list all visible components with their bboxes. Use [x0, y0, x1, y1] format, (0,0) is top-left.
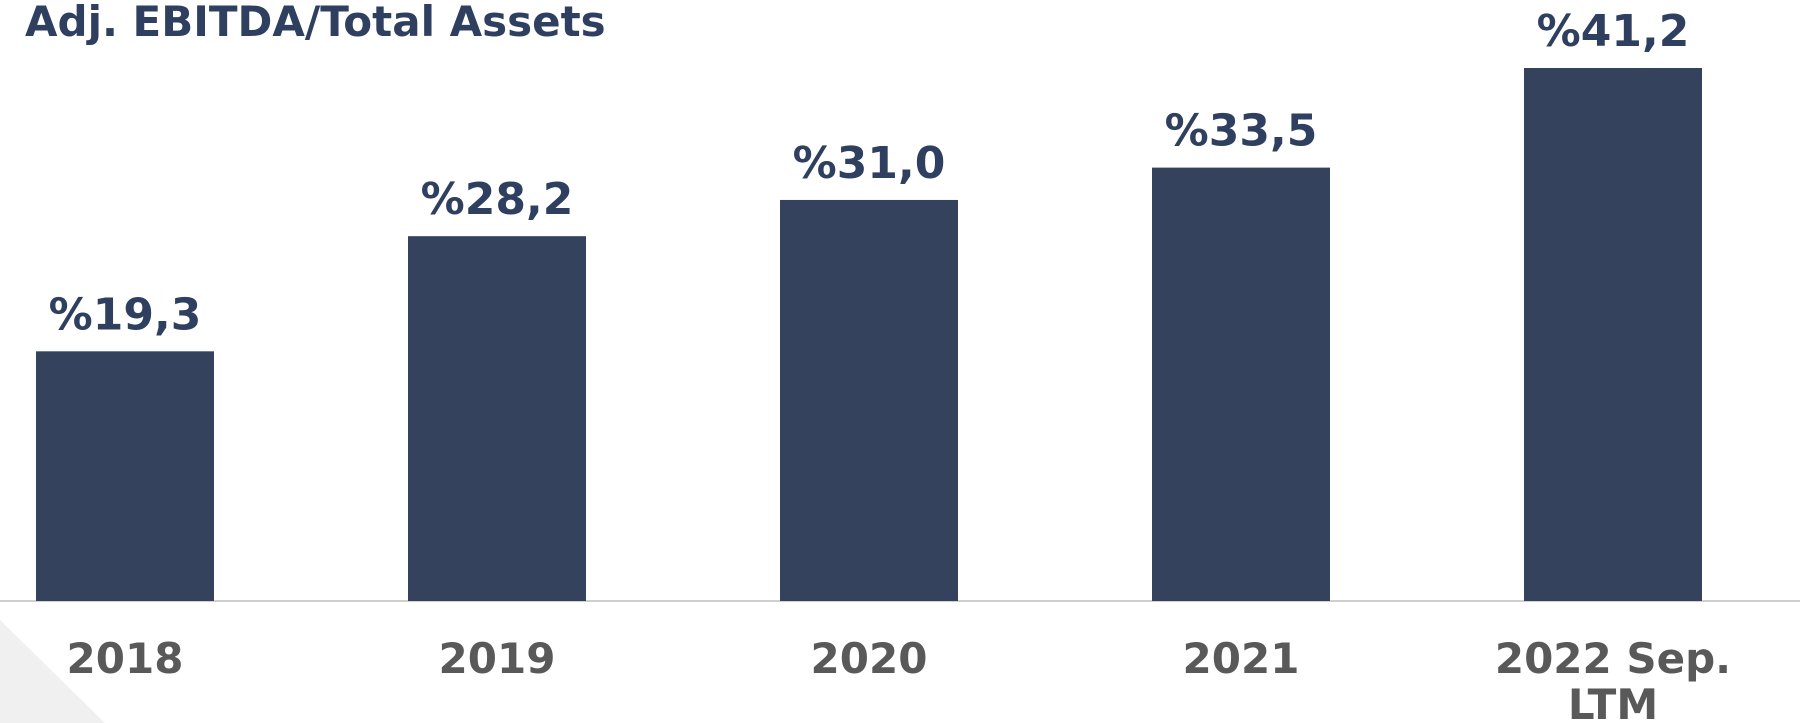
x-tick-label: 2020 — [811, 634, 928, 683]
x-tick-label: 2022 Sep. LTM — [1495, 634, 1731, 723]
data-label: %31,0 — [793, 138, 946, 189]
bar — [1152, 167, 1330, 601]
bar — [1524, 68, 1702, 601]
bar — [36, 351, 214, 601]
x-tick-label: 2018 — [67, 634, 184, 683]
data-label: %19,3 — [49, 289, 202, 340]
chart-title: Adj. EBITDA/Total Assets — [25, 0, 606, 46]
decoration — [0, 620, 105, 723]
bar — [780, 199, 958, 602]
data-label: %33,5 — [1165, 106, 1318, 157]
bar — [408, 236, 586, 601]
x-tick-label: 2021 — [1183, 634, 1300, 683]
data-label: %28,2 — [421, 174, 574, 225]
x-tick-label: 2019 — [439, 634, 556, 683]
data-label: %41,2 — [1537, 6, 1690, 57]
